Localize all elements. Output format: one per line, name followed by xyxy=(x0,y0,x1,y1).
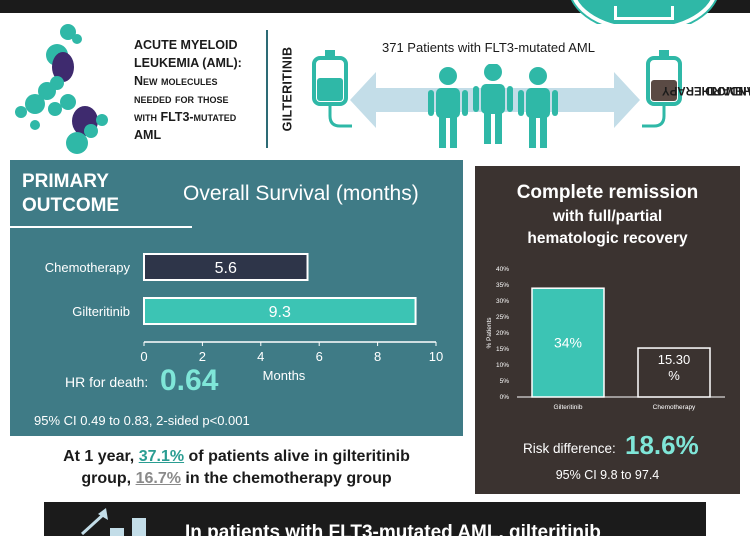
trend-up-icon xyxy=(80,508,146,536)
y-tick-label: 25% xyxy=(496,314,509,321)
title-line: with full/partial xyxy=(552,208,663,225)
title-line: PRIMARY xyxy=(22,171,109,192)
primary-outcome-panel: PRIMARY OUTCOME Overall Survival (months… xyxy=(10,160,463,436)
cell-icon xyxy=(15,106,27,118)
bar-value-label: % xyxy=(668,368,680,383)
blast-cell-icon xyxy=(52,52,74,82)
iv-bag-gilteritinib-icon xyxy=(312,50,352,128)
risk-difference-ci: 95% CI 9.8 to 97.4 xyxy=(555,468,660,482)
x-axis-title: Months xyxy=(263,368,306,383)
hr-value: 0.64 xyxy=(160,364,219,397)
cell-icon xyxy=(96,114,108,126)
overall-survival-chart: Chemotherapy 5.6 Gilteritinib 9.3 0 2 4 6 8 10 Mon… xyxy=(45,253,443,383)
bar-gilteritinib xyxy=(143,297,417,325)
chemotherapy-survival-pct: 16.7% xyxy=(135,470,181,487)
complete-remission-title: Complete remission with full/partial hem… xyxy=(475,180,740,250)
category-label: Chemotherapy xyxy=(653,404,696,411)
risk-difference-label: Risk difference: xyxy=(523,441,616,456)
cell-icon xyxy=(30,120,40,130)
x-tick-label: 10 xyxy=(429,349,443,364)
y-tick-label: 30% xyxy=(496,298,509,305)
category-label: Gilteritinib xyxy=(72,304,130,319)
cell-icon xyxy=(60,94,76,110)
cell-icon xyxy=(48,102,62,116)
patients-icon xyxy=(428,64,558,148)
summary-text: At 1 year, xyxy=(63,448,139,465)
x-tick-label: 0 xyxy=(140,349,147,364)
bar-gilteritinib xyxy=(531,287,605,398)
x-tick-label: 4 xyxy=(257,349,264,364)
aml-line: needed for those xyxy=(134,92,229,106)
y-tick-label: 35% xyxy=(496,282,509,289)
x-tick-label: 8 xyxy=(374,349,381,364)
header-panel: ACUTE MYELOID LEUKEMIA (AML): New molecu… xyxy=(10,24,750,154)
gilteritinib-arm-label: GILTERITINIB xyxy=(278,30,296,148)
y-tick-label: 40% xyxy=(496,266,509,273)
hr-label: HR for death: xyxy=(65,374,149,390)
complete-remission-panel: Complete remission with full/partial hem… xyxy=(475,166,740,494)
one-year-survival-summary: At 1 year, 37.1% of patients alive in gi… xyxy=(10,446,463,496)
complete-remission-chart: 0% 5% 10% 15% 20% 25% 30% 35% 40% % Patients 34% Gi… xyxy=(486,266,725,411)
aml-line: ACUTE MYELOID xyxy=(134,38,238,52)
leukemia-cells-illustration xyxy=(10,24,135,154)
title-line: hematologic recovery xyxy=(527,230,688,247)
aml-line: New molecules xyxy=(134,74,218,88)
y-axis-title: % Patients xyxy=(486,317,493,349)
bottom-banner-text: In patients with FLT3-mutated AML, gilte… xyxy=(185,522,601,536)
cell-icon xyxy=(66,132,88,154)
cell-icon xyxy=(72,34,82,44)
chemo-label-line: CHEMOTHERAPY xyxy=(662,83,750,96)
chemotherapy-arm-label: STANDARDCHEMOTHERAPY xyxy=(662,30,750,148)
cell-icon xyxy=(38,82,56,100)
iv-bag-chemotherapy-icon xyxy=(642,50,682,128)
aml-description: ACUTE MYELOID LEUKEMIA (AML): New molecu… xyxy=(134,36,274,144)
bar-value-label: 34% xyxy=(554,335,582,351)
bar-value-label: 15.30 xyxy=(658,352,691,367)
title-underline xyxy=(10,226,192,228)
gilteritinib-label-text: GILTERITINIB xyxy=(280,46,294,132)
bar-value-label: 5.6 xyxy=(215,260,237,277)
trial-label: 371 Patients with FLT3-mutated AML xyxy=(382,40,595,55)
top-bar xyxy=(0,0,750,13)
summary-text: group, xyxy=(81,470,136,487)
x-tick-label: 6 xyxy=(316,349,323,364)
aml-line: LEUKEMIA (AML): xyxy=(134,56,242,70)
chemotherapy-label-text: STANDARDCHEMOTHERAPY xyxy=(662,40,750,138)
summary-text: of patients alive in gilteritinib xyxy=(184,448,410,465)
gilteritinib-survival-pct: 37.1% xyxy=(138,448,185,465)
category-label: Gilteritinib xyxy=(554,404,583,411)
divider xyxy=(266,30,268,148)
risk-difference-value: 18.6% xyxy=(625,430,699,460)
y-tick-label: 20% xyxy=(496,330,509,337)
primary-outcome-title: PRIMARY OUTCOME xyxy=(22,170,119,218)
summary-line: group, 16.7% in the chemotherapy group xyxy=(10,468,463,490)
summary-text: in the chemotherapy group xyxy=(180,470,392,487)
bar-value-label: 9.3 xyxy=(269,304,291,321)
y-tick-label: 0% xyxy=(500,394,510,401)
logo-mark xyxy=(614,6,674,20)
overall-survival-title: Overall Survival (months) xyxy=(183,182,419,205)
y-tick-label: 15% xyxy=(496,346,509,353)
y-tick-label: 10% xyxy=(496,362,509,369)
hr-confidence-interval: 95% CI 0.49 to 0.83, 2-sided p<0.001 xyxy=(34,413,250,428)
aml-line: with FLT3-mutated xyxy=(134,110,237,124)
aml-line: AML xyxy=(134,128,162,142)
y-tick-label: 5% xyxy=(500,378,510,385)
x-tick-label: 2 xyxy=(199,349,206,364)
cell-icon xyxy=(25,94,45,114)
title-line: OUTCOME xyxy=(22,195,120,216)
summary-line: At 1 year, 37.1% of patients alive in gi… xyxy=(10,446,463,468)
bar-chemotherapy xyxy=(637,347,711,398)
category-label: Chemotherapy xyxy=(45,260,131,275)
bar-chemotherapy xyxy=(143,253,309,281)
title-line: Complete remission xyxy=(516,182,699,203)
bottom-banner: In patients with FLT3-mutated AML, gilte… xyxy=(44,502,706,536)
cell-icon xyxy=(84,124,98,138)
